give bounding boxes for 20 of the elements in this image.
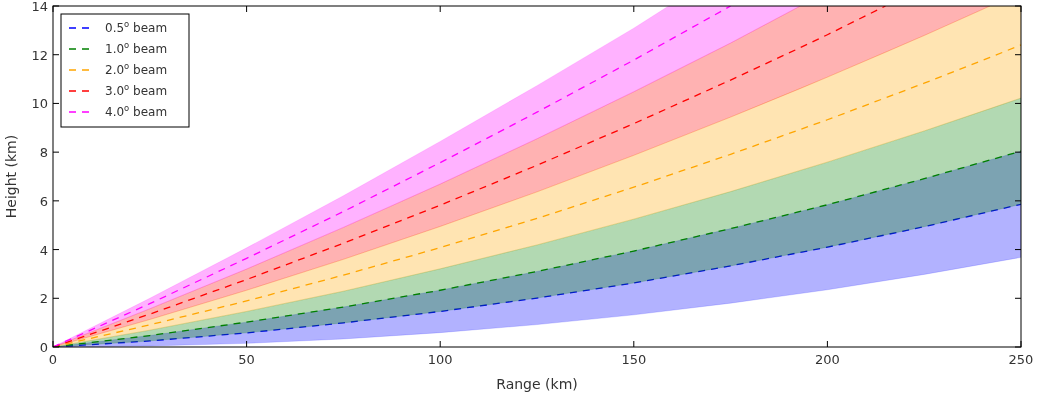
y-tick-label: 14: [31, 0, 48, 14]
legend-label: 3.0$^{o}$ beam: [105, 82, 168, 98]
x-tick-label: 50: [238, 352, 255, 367]
legend-label: 2.0$^{o}$ beam: [105, 61, 168, 77]
legend-label: 4.0$^{o}$ beam: [105, 103, 168, 119]
y-tick-label: 0: [39, 340, 48, 355]
legend-label: 1.0$^{o}$ beam: [105, 40, 168, 56]
x-axis-title: Range (km): [496, 376, 578, 392]
y-tick-label: 8: [39, 145, 48, 161]
y-axis-title: Height (km): [3, 134, 19, 219]
legend-label: 0.5$^{o}$ beam: [105, 19, 168, 35]
x-tick-label: 250: [1008, 352, 1034, 367]
y-tick-label: 4: [39, 242, 48, 258]
y-tick-label: 2: [39, 291, 48, 307]
y-tick-label: 12: [31, 47, 48, 63]
x-tick-label: 200: [814, 352, 840, 367]
x-tick-label: 150: [621, 352, 647, 367]
x-tick-label: 100: [427, 352, 453, 367]
y-tick-label: 6: [39, 193, 48, 209]
y-tick-label: 10: [31, 96, 48, 112]
